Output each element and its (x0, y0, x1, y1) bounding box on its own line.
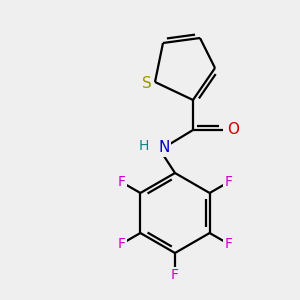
Text: O: O (227, 122, 239, 137)
Text: F: F (225, 175, 233, 189)
Text: F: F (171, 268, 179, 282)
Text: N: N (158, 140, 170, 155)
Text: S: S (142, 76, 152, 92)
Text: F: F (117, 237, 125, 251)
Text: H: H (139, 139, 149, 153)
Text: F: F (225, 237, 233, 251)
Text: F: F (117, 175, 125, 189)
